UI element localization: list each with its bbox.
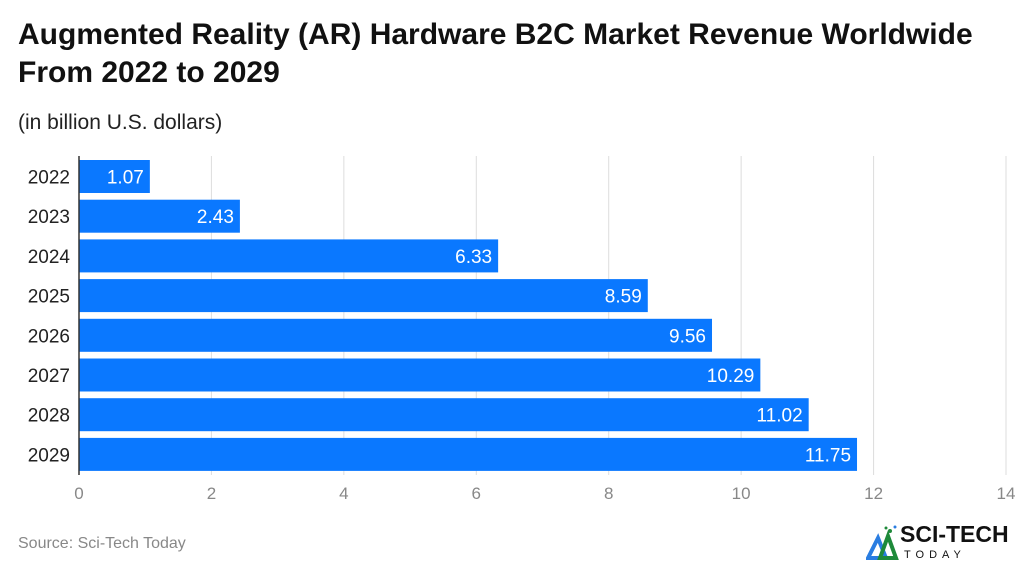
source-note: Source: Sci-Tech Today [18,535,186,552]
bar [79,239,499,273]
x-tick-label: 10 [732,484,751,503]
y-tick-label: 2024 [28,247,71,268]
x-tick-label: 6 [472,484,481,503]
x-tick-label: 0 [74,484,83,503]
chart-header: Augmented Reality (AR) Hardware B2C Mark… [18,16,1008,136]
data-label: 6.33 [455,247,492,268]
y-tick-label: 2026 [28,326,70,347]
data-label: 10.29 [707,366,755,387]
y-tick-label: 2029 [28,445,70,466]
data-label: 2.43 [197,207,234,228]
y-tick-label: 2025 [28,287,70,308]
x-tick-label: 4 [339,484,348,503]
bar [79,437,858,471]
logo-sub-text: TODAY [904,549,966,561]
data-label: 11.02 [757,406,803,427]
x-tick-label: 12 [864,484,883,503]
y-tick-label: 2027 [28,366,70,387]
x-tick-label: 14 [997,484,1016,503]
bar [79,199,240,233]
bar [79,318,713,352]
data-label: 1.07 [107,168,144,189]
bar [79,358,761,392]
chart-title: Augmented Reality (AR) Hardware B2C Mark… [18,18,973,89]
bar [79,160,150,193]
data-label: 11.75 [805,445,851,466]
chart-subtitle: (in billion U.S. dollars) [18,111,223,134]
bar [79,279,648,313]
y-tick-label: 2028 [28,406,70,427]
data-label: 9.56 [669,326,706,347]
logo-main-text: SCI-TECH [900,521,1009,547]
bar [79,398,809,432]
y-tick-label: 2022 [28,168,70,189]
x-tick-label: 8 [604,484,613,503]
sci-tech-today-logo: SCI-TECH TODAY [866,522,1021,566]
x-tick-label: 2 [207,484,216,503]
data-label: 8.59 [605,287,642,308]
logo-mark-icon [866,525,899,560]
y-tick-label: 2023 [28,207,70,228]
